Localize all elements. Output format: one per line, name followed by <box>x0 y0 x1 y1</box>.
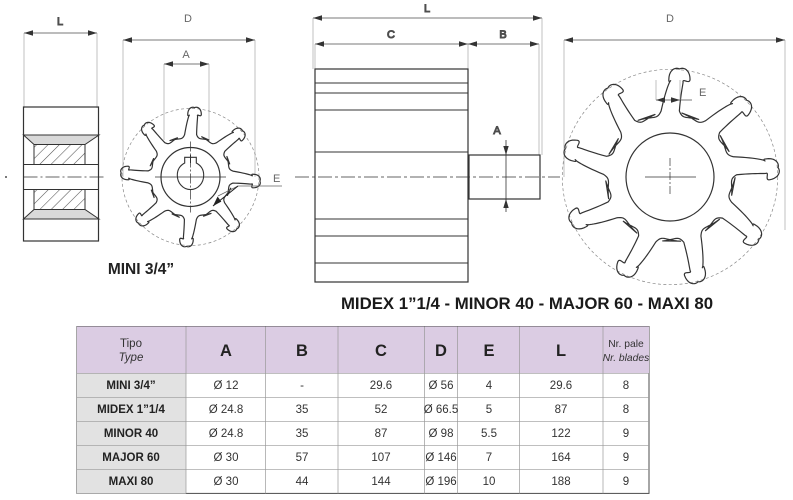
svg-text:87: 87 <box>375 428 388 440</box>
svg-text:Nr. blades: Nr. blades <box>603 353 650 364</box>
svg-text:A: A <box>182 49 190 61</box>
svg-text:Ø 30: Ø 30 <box>214 476 239 488</box>
svg-text:D: D <box>435 342 447 360</box>
svg-text:Ø 30: Ø 30 <box>214 452 239 464</box>
svg-text:D: D <box>184 13 192 25</box>
svg-text:L: L <box>424 3 430 15</box>
svg-text:29.6: 29.6 <box>550 380 572 392</box>
svg-text:Ø 98: Ø 98 <box>429 428 454 440</box>
svg-text:Ø 146: Ø 146 <box>425 452 456 464</box>
svg-text:35: 35 <box>296 428 309 440</box>
svg-text:E: E <box>273 173 280 185</box>
svg-text:Ø 56: Ø 56 <box>429 380 454 392</box>
svg-text:MINI 3/4”: MINI 3/4” <box>106 380 155 392</box>
svg-text:MAJOR 60: MAJOR 60 <box>102 452 160 464</box>
svg-text:MINOR 40: MINOR 40 <box>104 428 158 440</box>
svg-text:Ø 12: Ø 12 <box>214 380 239 392</box>
svg-text:122: 122 <box>551 428 570 440</box>
svg-text:107: 107 <box>371 452 390 464</box>
svg-text:5.5: 5.5 <box>481 428 497 440</box>
svg-text:Ø 24.8: Ø 24.8 <box>209 404 244 416</box>
svg-text:164: 164 <box>551 452 571 464</box>
svg-text:A: A <box>220 342 232 360</box>
svg-text:A: A <box>493 125 501 137</box>
svg-text:Type: Type <box>119 352 144 364</box>
svg-text:9: 9 <box>623 428 629 440</box>
svg-text:29.6: 29.6 <box>370 380 392 392</box>
svg-text:C: C <box>375 342 387 360</box>
svg-text:MIDEX 1”1/4: MIDEX 1”1/4 <box>97 404 165 416</box>
svg-text:5: 5 <box>486 404 492 416</box>
svg-text:Ø 66.5: Ø 66.5 <box>424 404 459 416</box>
svg-text:44: 44 <box>296 476 309 488</box>
svg-text:8: 8 <box>623 380 629 392</box>
svg-text:L: L <box>57 16 63 28</box>
svg-text:Nr. pale: Nr. pale <box>608 339 644 350</box>
svg-text:D: D <box>666 13 674 25</box>
svg-text:Ø 196: Ø 196 <box>425 476 456 488</box>
svg-text:10: 10 <box>483 476 496 488</box>
svg-text:Tipo: Tipo <box>120 338 142 350</box>
svg-text:8: 8 <box>623 404 629 416</box>
svg-text:144: 144 <box>371 476 391 488</box>
svg-text:4: 4 <box>486 380 493 392</box>
svg-text:7: 7 <box>486 452 492 464</box>
svg-text:52: 52 <box>375 404 388 416</box>
svg-text:E: E <box>699 87 706 99</box>
svg-text:C: C <box>387 29 395 41</box>
svg-text:MAXI 80: MAXI 80 <box>109 476 154 488</box>
svg-text:Ø 24.8: Ø 24.8 <box>209 428 244 440</box>
svg-text:9: 9 <box>623 476 629 488</box>
svg-text:87: 87 <box>555 404 568 416</box>
svg-text:-: - <box>300 380 304 392</box>
svg-text:B: B <box>499 29 506 41</box>
svg-text:35: 35 <box>296 404 309 416</box>
svg-text:MIDEX 1”1/4 - MINOR 40 - MAJOR: MIDEX 1”1/4 - MINOR 40 - MAJOR 60 - MAXI… <box>341 294 713 313</box>
svg-text:188: 188 <box>551 476 570 488</box>
svg-text:L: L <box>556 342 566 360</box>
svg-text:MINI 3/4”: MINI 3/4” <box>108 261 174 278</box>
svg-text:9: 9 <box>623 452 629 464</box>
svg-text:E: E <box>483 342 494 360</box>
svg-text:57: 57 <box>296 452 309 464</box>
svg-text:B: B <box>296 342 308 360</box>
